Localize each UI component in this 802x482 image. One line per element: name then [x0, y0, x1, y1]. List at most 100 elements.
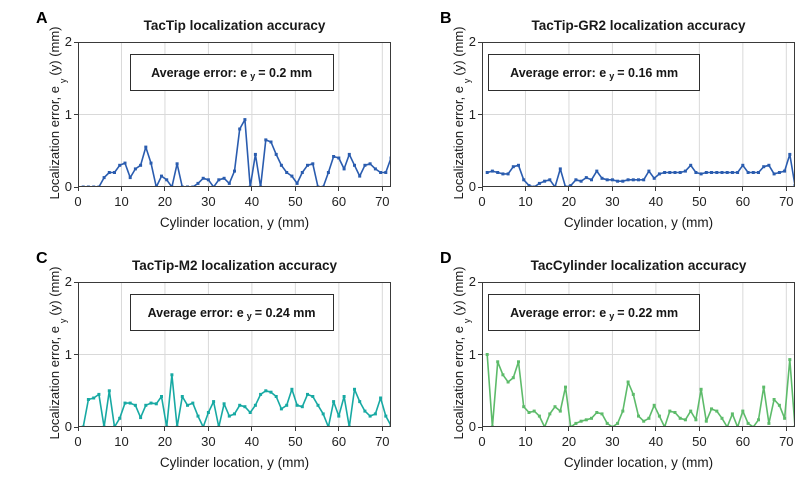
x-tick-mark	[568, 427, 570, 431]
y-tick-mark	[478, 114, 482, 115]
x-tick-label: 60	[735, 434, 751, 449]
x-tick-mark	[77, 187, 79, 191]
y-tick-label: 1	[468, 106, 476, 122]
x-tick-mark	[611, 187, 613, 191]
y-tick-mark	[74, 114, 78, 115]
x-tick-mark	[338, 427, 340, 431]
plot-area: Average error: e y = 0.16 mm	[482, 42, 795, 187]
x-tick-mark	[698, 187, 700, 191]
line-chart	[482, 42, 795, 187]
x-tick-label: 20	[157, 194, 173, 209]
average-error-annotation: Average error: e y = 0.24 mm	[129, 294, 334, 332]
x-tick-mark	[77, 427, 79, 431]
x-tick-mark	[742, 187, 744, 191]
x-axis-label: Cylinder location, y (mm)	[159, 215, 310, 230]
x-tick-label: 10	[518, 194, 533, 209]
x-tick-mark	[251, 427, 253, 431]
y-tick-mark	[74, 426, 78, 428]
x-tick-mark	[207, 427, 209, 431]
x-tick-label: 70	[375, 434, 390, 449]
y-tick-mark	[74, 354, 78, 355]
x-axis-label: Cylinder location, y (mm)	[563, 215, 714, 230]
x-tick-mark	[698, 427, 700, 431]
x-tick-mark	[524, 187, 526, 191]
x-tick-label: 0	[74, 194, 82, 209]
x-tick-mark	[338, 187, 340, 191]
x-tick-label: 50	[288, 194, 303, 209]
x-tick-label: 60	[735, 194, 751, 209]
x-tick-label: 0	[74, 434, 82, 449]
y-tick-label: 1	[64, 106, 72, 122]
y-tick-label: 0	[468, 419, 476, 434]
panel-letter: B	[440, 10, 452, 27]
x-axis-label: Cylinder location, y (mm)	[159, 455, 310, 470]
x-tick-mark	[568, 187, 570, 191]
x-tick-label: 10	[114, 194, 129, 209]
panel-b: B TacTip-GR2 localization accuracy Local…	[434, 8, 802, 242]
x-tick-mark	[120, 187, 122, 191]
y-tick-mark	[74, 41, 78, 43]
y-tick-label: 2	[468, 274, 476, 289]
x-tick-label: 30	[605, 434, 620, 449]
y-tick-mark	[478, 281, 482, 283]
x-tick-label: 60	[331, 194, 347, 209]
x-tick-label: 0	[478, 194, 486, 209]
y-tick-label: 1	[64, 346, 72, 362]
plot-area: Average error: e y = 0.2 mm	[78, 42, 391, 187]
x-tick-label: 40	[648, 194, 664, 209]
x-tick-label: 70	[779, 194, 794, 209]
average-error-annotation: Average error: e y = 0.22 mm	[488, 294, 700, 332]
x-tick-mark	[785, 187, 787, 191]
x-tick-mark	[785, 427, 787, 431]
panel-title: TacCylinder localization accuracy	[530, 258, 747, 273]
x-tick-label: 20	[561, 434, 577, 449]
y-tick-mark	[478, 186, 482, 188]
x-tick-mark	[742, 427, 744, 431]
y-tick-label: 0	[64, 179, 72, 194]
y-tick-label: 2	[64, 34, 72, 49]
x-axis-label: Cylinder location, y (mm)	[563, 455, 714, 470]
x-tick-mark	[164, 427, 166, 431]
x-tick-label: 40	[244, 434, 260, 449]
x-tick-label: 70	[375, 194, 390, 209]
x-tick-mark	[207, 187, 209, 191]
y-tick-mark	[74, 281, 78, 283]
x-tick-mark	[381, 187, 383, 191]
x-tick-mark	[611, 427, 613, 431]
plot-area: Average error: e y = 0.24 mm	[78, 282, 391, 427]
y-tick-label: 0	[64, 419, 72, 434]
y-tick-label: 1	[468, 346, 476, 362]
x-tick-label: 60	[331, 434, 347, 449]
panel-title: TacTip-GR2 localization accuracy	[531, 18, 746, 33]
panel-a: A TacTip localization accuracy Localizat…	[30, 8, 402, 242]
x-tick-label: 70	[779, 434, 794, 449]
x-tick-label: 30	[201, 194, 216, 209]
x-tick-mark	[251, 187, 253, 191]
line-chart	[78, 42, 391, 187]
x-tick-label: 40	[244, 194, 260, 209]
x-tick-label: 10	[114, 434, 129, 449]
panel-letter: C	[36, 250, 48, 267]
x-tick-mark	[655, 427, 657, 431]
x-tick-label: 0	[478, 434, 486, 449]
y-tick-mark	[74, 186, 78, 188]
x-tick-mark	[524, 427, 526, 431]
panel-letter: A	[36, 10, 48, 27]
y-tick-mark	[478, 354, 482, 355]
average-error-annotation: Average error: e y = 0.2 mm	[129, 54, 334, 92]
x-tick-mark	[481, 427, 483, 431]
plot-area: Average error: e y = 0.22 mm	[482, 282, 795, 427]
x-tick-mark	[655, 187, 657, 191]
y-tick-label: 2	[468, 34, 476, 49]
panel-title: TacTip localization accuracy	[143, 18, 326, 33]
x-tick-mark	[120, 427, 122, 431]
panel-c: C TacTip-M2 localization accuracy Locali…	[30, 248, 402, 482]
panel-letter: D	[440, 250, 452, 267]
x-tick-label: 50	[692, 434, 707, 449]
x-tick-mark	[164, 187, 166, 191]
x-tick-label: 30	[201, 434, 216, 449]
x-tick-label: 10	[518, 434, 533, 449]
x-tick-mark	[294, 427, 296, 431]
y-tick-mark	[478, 41, 482, 43]
